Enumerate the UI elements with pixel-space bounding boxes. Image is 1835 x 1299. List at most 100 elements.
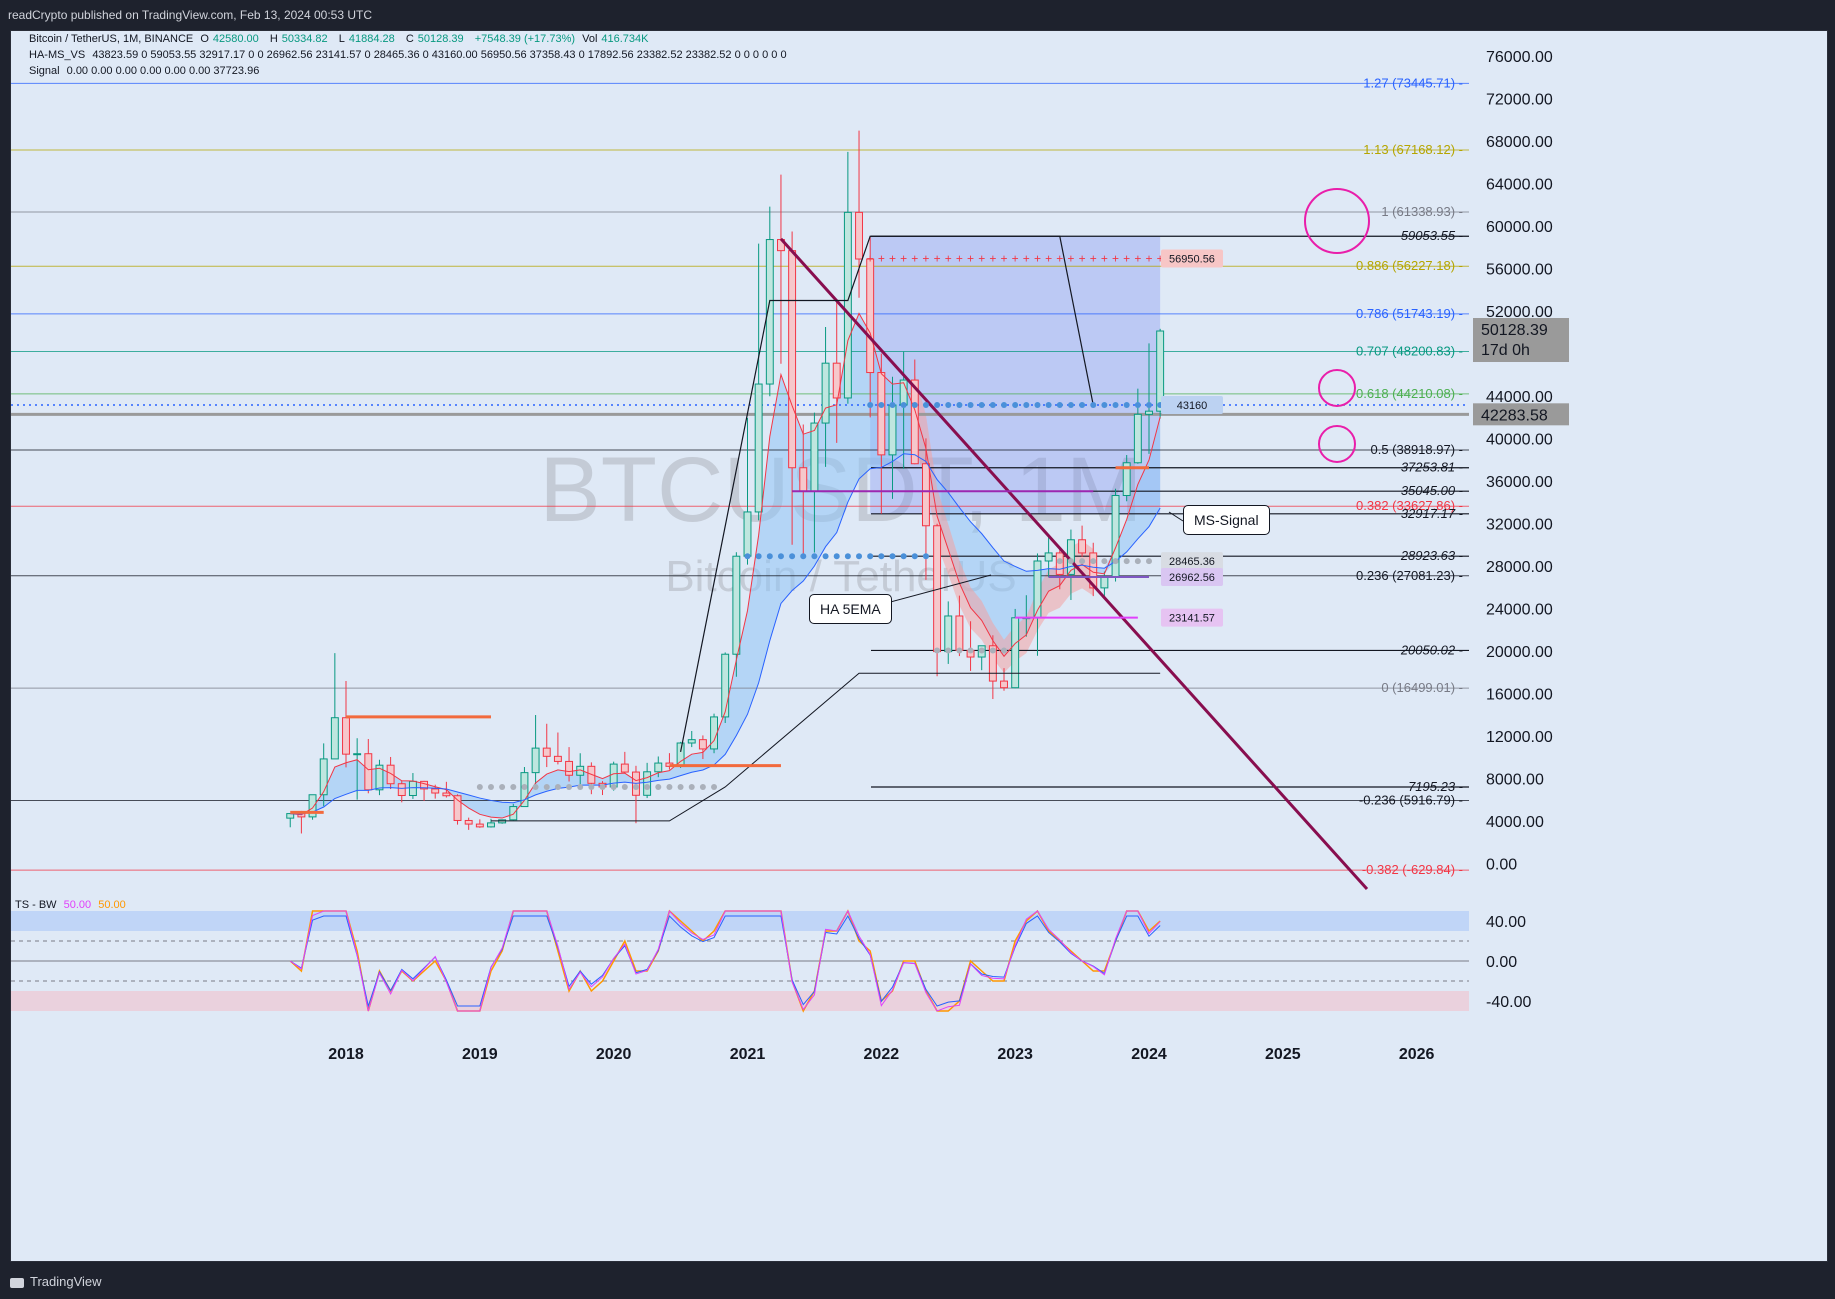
candle-body[interactable] bbox=[810, 422, 819, 492]
legend-open: O 42580.00 bbox=[200, 33, 259, 45]
price-chart[interactable]: BTCUSDT, 1M Bitcoin / TetherUS +++++++++… bbox=[11, 31, 1827, 1261]
candle-body[interactable] bbox=[364, 753, 373, 791]
last-price-badge bbox=[1473, 318, 1569, 363]
support-dot bbox=[1134, 558, 1141, 565]
candle-body[interactable] bbox=[1122, 462, 1131, 497]
support-dot bbox=[967, 402, 974, 409]
candle-body[interactable] bbox=[821, 362, 830, 424]
candle-body[interactable] bbox=[910, 379, 919, 465]
candle-body[interactable] bbox=[788, 250, 797, 469]
resistance-plus: + bbox=[934, 252, 941, 266]
legend-signal-values: 0.00 0.00 0.00 0.00 0.00 0.00 37723.96 bbox=[66, 65, 260, 77]
candle-body[interactable] bbox=[698, 739, 707, 750]
candle-body[interactable] bbox=[866, 258, 875, 374]
candle-body[interactable] bbox=[509, 806, 518, 821]
tradingview-logo-icon bbox=[10, 1277, 24, 1288]
publish-header: readCrypto published on TradingView.com,… bbox=[0, 0, 1835, 30]
candle-body[interactable] bbox=[855, 211, 863, 260]
candle-body[interactable] bbox=[1133, 413, 1142, 464]
candle-body[interactable] bbox=[420, 780, 429, 790]
candle-body[interactable] bbox=[453, 795, 462, 821]
time-axis-label: 2023 bbox=[997, 1046, 1033, 1063]
candle-body[interactable] bbox=[464, 819, 473, 825]
support-dot bbox=[1067, 558, 1074, 565]
candle-body[interactable] bbox=[1044, 552, 1053, 562]
candle-body[interactable] bbox=[319, 758, 328, 796]
candle-body[interactable] bbox=[743, 511, 752, 557]
resistance-plus: + bbox=[1034, 252, 1041, 266]
candle-body[interactable] bbox=[687, 739, 696, 744]
candle-body[interactable] bbox=[710, 716, 718, 750]
fib-label: 0.886 (56227.18) - bbox=[1356, 258, 1463, 273]
level-label: 35045.00 - bbox=[1401, 483, 1464, 498]
fib-label: 0.707 (48200.83) - bbox=[1356, 343, 1463, 358]
candle-body[interactable] bbox=[721, 653, 730, 718]
oscillator-legend[interactable]: TS - BW 50.00 50.00 bbox=[15, 899, 130, 911]
candle-body[interactable] bbox=[1011, 617, 1020, 689]
candle-body[interactable] bbox=[353, 753, 362, 756]
candle-body[interactable] bbox=[888, 404, 897, 456]
legend-signal-row[interactable]: Signal 0.00 0.00 0.00 0.00 0.00 0.00 377… bbox=[29, 65, 263, 77]
fib-label: 0.382 (33627.86) - bbox=[1356, 498, 1463, 513]
footer-bar: TradingView bbox=[0, 1264, 1835, 1299]
candle-body[interactable] bbox=[843, 211, 852, 399]
candle-body[interactable] bbox=[386, 764, 395, 785]
support-dot bbox=[476, 783, 483, 790]
candle-body[interactable] bbox=[654, 762, 663, 773]
candle-body[interactable] bbox=[832, 362, 841, 399]
fib-label: 1.27 (73445.71) - bbox=[1363, 75, 1463, 90]
candle-body[interactable] bbox=[408, 780, 417, 797]
candle-body[interactable] bbox=[431, 788, 440, 794]
support-dot bbox=[1134, 402, 1141, 409]
chart-frame: BTCUSDT, 1M Bitcoin / TetherUS +++++++++… bbox=[10, 30, 1828, 1262]
resistance-plus: + bbox=[1145, 252, 1152, 266]
candle-body[interactable] bbox=[487, 822, 495, 828]
resistance-plus: + bbox=[1056, 252, 1063, 266]
candle-body[interactable] bbox=[397, 783, 406, 797]
candle-body[interactable] bbox=[1100, 576, 1109, 589]
legend-signal-name: Signal bbox=[29, 65, 60, 77]
time-axis-label: 2022 bbox=[864, 1046, 900, 1063]
candle-body[interactable] bbox=[475, 823, 484, 828]
candle-body[interactable] bbox=[342, 717, 350, 755]
support-dot bbox=[510, 783, 517, 790]
candle-body[interactable] bbox=[732, 555, 741, 655]
candle-body[interactable] bbox=[1111, 495, 1120, 578]
candle-body[interactable] bbox=[988, 645, 997, 682]
support-dot bbox=[889, 402, 896, 409]
candle-body[interactable] bbox=[643, 771, 652, 796]
candle-body[interactable] bbox=[330, 717, 339, 760]
candle-body[interactable] bbox=[944, 615, 953, 653]
candle-body[interactable] bbox=[1145, 410, 1153, 415]
oscillator-value-2: 50.00 bbox=[98, 899, 126, 911]
support-dot bbox=[1123, 558, 1130, 565]
candle-body[interactable] bbox=[553, 755, 562, 762]
candle-body[interactable] bbox=[565, 760, 574, 776]
candle-body[interactable] bbox=[877, 372, 886, 456]
legend-ha-ms-row[interactable]: HA-MS_VS 43823.59 0 59053.55 32917.17 0 … bbox=[29, 49, 791, 61]
candle-body[interactable] bbox=[442, 792, 451, 797]
candle-body[interactable] bbox=[1078, 539, 1087, 554]
candle-body[interactable] bbox=[765, 239, 774, 385]
support-dot bbox=[878, 553, 885, 560]
price-axis-label: 12000.00 bbox=[1486, 729, 1553, 746]
osc-axis-label: 40.00 bbox=[1486, 914, 1526, 931]
level-price-badge bbox=[1473, 403, 1569, 426]
fib-label: 0 (16499.01) - bbox=[1381, 680, 1463, 695]
support-dot bbox=[956, 402, 963, 409]
support-dot bbox=[1023, 402, 1030, 409]
candle-body[interactable] bbox=[620, 763, 629, 773]
support-dot bbox=[1079, 558, 1086, 565]
candle-body[interactable] bbox=[531, 747, 540, 774]
support-dot bbox=[1067, 402, 1074, 409]
candle-body[interactable] bbox=[375, 764, 384, 791]
candle-body[interactable] bbox=[799, 467, 808, 492]
candle-body[interactable] bbox=[1000, 680, 1008, 689]
time-axis-label: 2018 bbox=[328, 1046, 364, 1063]
candle-body[interactable] bbox=[955, 615, 964, 651]
candle-body[interactable] bbox=[308, 794, 317, 818]
candle-body[interactable] bbox=[921, 463, 930, 527]
candle-body[interactable] bbox=[1156, 330, 1165, 412]
candle-body[interactable] bbox=[754, 383, 763, 513]
candle-body[interactable] bbox=[542, 747, 551, 757]
